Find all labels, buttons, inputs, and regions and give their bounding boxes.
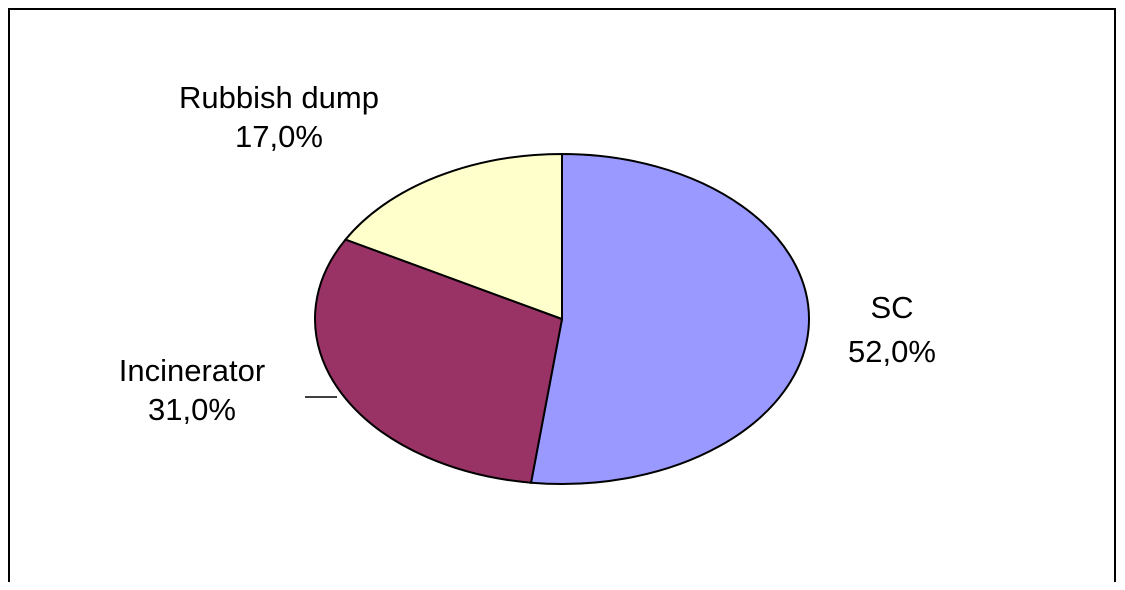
slice-name-label-incinerator: Incinerator xyxy=(119,353,265,388)
slice-value-label-incinerator: 31,0% xyxy=(148,392,236,427)
slice-value-label-rubbish-dump: 17,0% xyxy=(235,119,323,154)
slice-value-label-sc: 52,0% xyxy=(848,334,936,369)
slice-name-label-rubbish-dump: Rubbish dump xyxy=(179,80,379,115)
slice-name-label-sc: SC xyxy=(870,290,913,325)
pie-slice-incinerator xyxy=(314,238,564,484)
pie-slice-sc xyxy=(529,152,810,485)
pie-slice-rubbish-dump xyxy=(343,152,563,321)
